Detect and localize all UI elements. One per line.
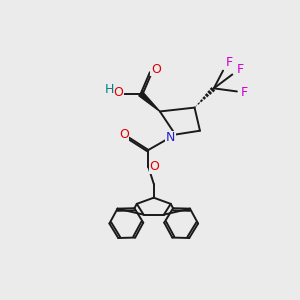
Text: F: F <box>226 56 233 69</box>
Text: O: O <box>113 86 123 100</box>
Text: N: N <box>166 131 175 144</box>
Text: H: H <box>104 82 114 96</box>
Text: O: O <box>151 63 161 76</box>
Text: O: O <box>119 128 129 141</box>
Polygon shape <box>139 92 160 112</box>
Text: F: F <box>241 86 248 99</box>
Text: F: F <box>236 63 244 76</box>
Text: O: O <box>150 160 160 173</box>
